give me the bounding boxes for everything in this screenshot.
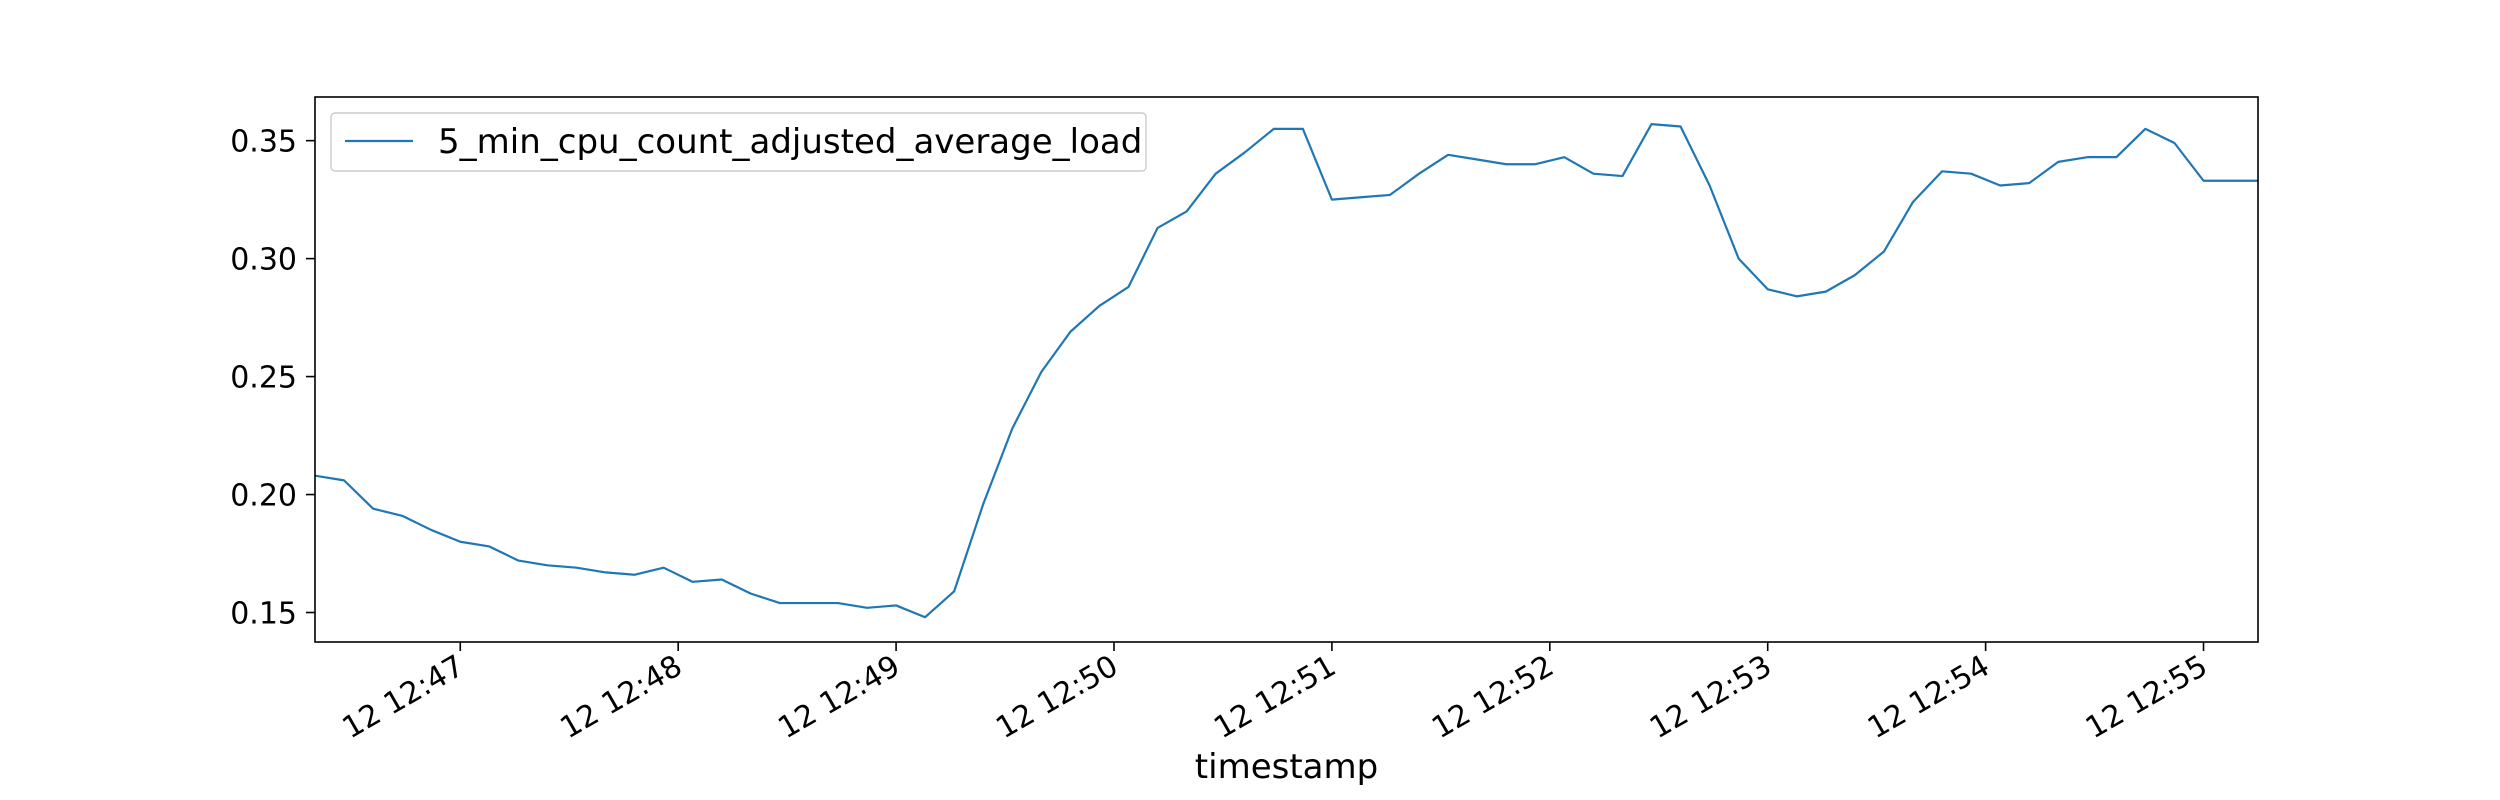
- data-point: [2173, 142, 2175, 144]
- data-point: [1796, 295, 1798, 297]
- data-point: [1069, 331, 1071, 333]
- data-point: [2115, 156, 2117, 158]
- data-point: [1534, 163, 1536, 165]
- data-point: [2202, 180, 2204, 182]
- plot-frame: [314, 96, 2259, 643]
- data-point: [982, 503, 984, 505]
- data-point: [1505, 163, 1507, 165]
- data-point: [517, 560, 519, 562]
- data-point: [2231, 180, 2233, 182]
- data-point: [1331, 199, 1333, 201]
- y-tick-label: 0.25: [230, 361, 297, 396]
- legend-label: 5_min_cpu_count_adjusted_average_load: [438, 122, 1142, 162]
- y-axis-ticks: 0.15 0.20 0.25 0.30 0.35: [230, 125, 315, 632]
- data-point: [1709, 184, 1711, 186]
- data-point: [575, 567, 577, 569]
- data-point: [721, 578, 723, 580]
- data-point: [924, 616, 926, 618]
- data-point: [546, 564, 548, 566]
- data-point: [1883, 250, 1885, 252]
- data-point: [1592, 173, 1594, 175]
- legend-box: [330, 112, 1147, 172]
- y-tick-label: 0.35: [230, 125, 297, 160]
- data-point: [808, 602, 810, 604]
- data-point: [2144, 128, 2146, 130]
- data-point: [663, 567, 665, 569]
- data-point: [866, 607, 868, 609]
- data-point: [1302, 128, 1304, 130]
- y-tick-label: 0.20: [230, 479, 297, 514]
- data-point: [1040, 371, 1042, 373]
- x-axis-title: timestamp: [1195, 747, 1378, 787]
- data-point: [837, 602, 839, 604]
- data-point: [2057, 161, 2059, 163]
- data-point: [1418, 173, 1420, 175]
- data-point: [459, 541, 461, 543]
- data-point: [1738, 258, 1740, 260]
- data-point: [1156, 227, 1158, 229]
- data-point: [1650, 123, 1652, 125]
- data-point: [488, 545, 490, 547]
- data-point: [895, 604, 897, 606]
- y-tick-label: 0.15: [230, 597, 297, 632]
- data-point: [430, 529, 432, 531]
- data-point: [1447, 154, 1449, 156]
- data-point: [1621, 175, 1623, 177]
- data-point: [1389, 194, 1391, 196]
- data-point: [1244, 151, 1246, 153]
- data-point: [692, 581, 694, 583]
- data-point: [1098, 305, 1100, 307]
- data-point: [372, 508, 374, 510]
- data-point: [1127, 286, 1129, 288]
- data-point: [1273, 128, 1275, 130]
- data-point: [604, 571, 606, 573]
- data-point: [634, 574, 636, 576]
- data-point: [779, 602, 781, 604]
- series-line: [314, 123, 2258, 619]
- data-point: [1825, 291, 1827, 293]
- series-layer: [314, 123, 2258, 619]
- legend: 5_min_cpu_count_adjusted_average_load: [330, 112, 1147, 172]
- data-point: [2086, 156, 2088, 158]
- data-point: [401, 515, 403, 517]
- data-point: [1186, 210, 1188, 212]
- data-point: [1970, 173, 1972, 175]
- data-point: [1476, 158, 1478, 160]
- data-point: [1767, 288, 1769, 290]
- data-point: [1360, 196, 1362, 198]
- data-point: [1941, 170, 1943, 172]
- data-point: [1011, 427, 1013, 429]
- data-point: [953, 590, 955, 592]
- data-point: [1215, 173, 1217, 175]
- data-point: [343, 479, 345, 481]
- data-point: [2028, 182, 2030, 184]
- data-point: [750, 593, 752, 595]
- data-point: [1854, 274, 1856, 276]
- data-point: [1563, 156, 1565, 158]
- data-point: [1912, 201, 1914, 203]
- data-point: [1679, 125, 1681, 127]
- data-point: [1999, 184, 2001, 186]
- y-tick-label: 0.30: [230, 243, 297, 278]
